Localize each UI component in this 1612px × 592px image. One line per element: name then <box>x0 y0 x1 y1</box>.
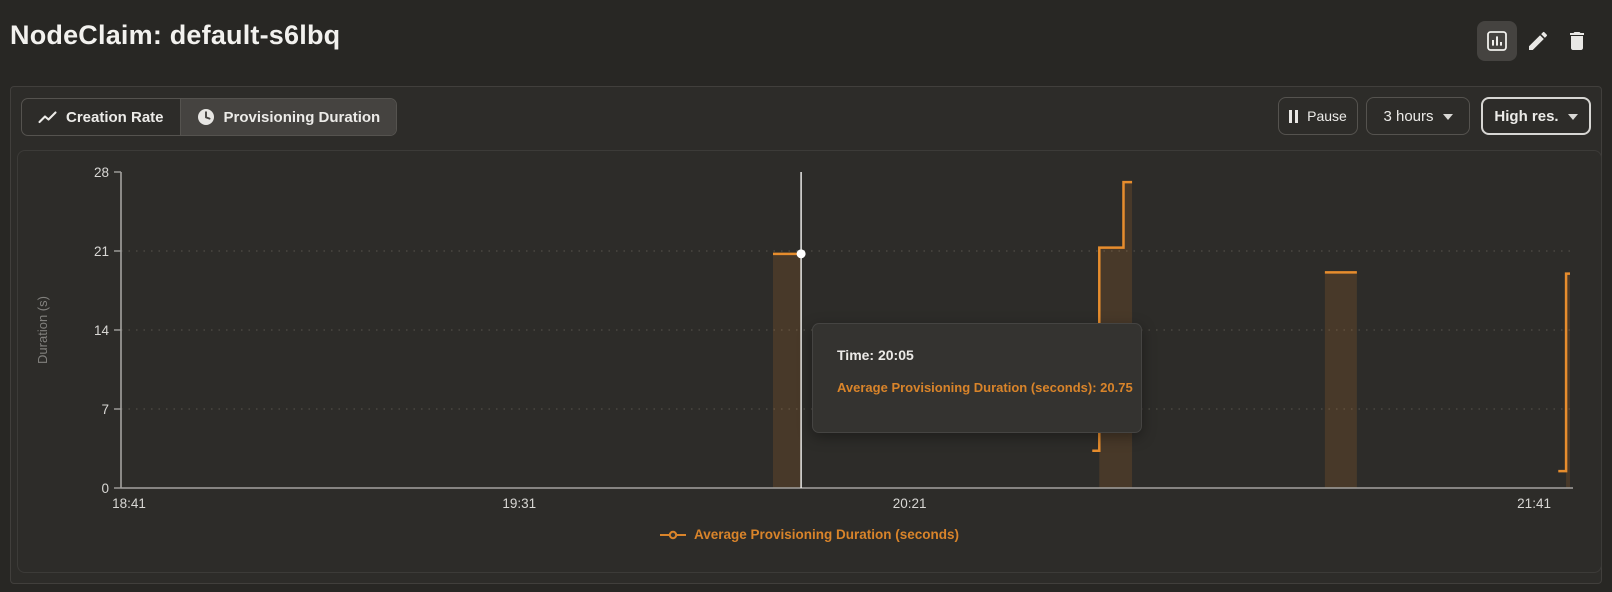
page-header: NodeClaim: default-s6lbq <box>0 0 1612 80</box>
x-tick-label: 19:31 <box>502 496 536 511</box>
chart-tabs: Creation Rate Provisioning Duration <box>21 98 398 136</box>
chart-legend[interactable]: Average Provisioning Duration (seconds) <box>18 527 1601 542</box>
y-tick-label: 0 <box>101 481 109 496</box>
tooltip-value: Average Provisioning Duration (seconds):… <box>837 380 1133 395</box>
y-tick-label: 7 <box>101 402 109 417</box>
chart-tooltip: Time: 20:05 Average Provisioning Duratio… <box>812 323 1142 433</box>
time-range-value: 3 hours <box>1383 107 1434 125</box>
tab-label: Provisioning Duration <box>223 108 381 126</box>
pause-icon <box>1289 109 1299 123</box>
series-line <box>1092 180 1133 453</box>
caret-down-icon <box>1567 114 1578 120</box>
delete-button[interactable] <box>1557 21 1597 61</box>
pencil-icon <box>1529 31 1548 50</box>
resolution-dropdown[interactable]: High res. <box>1481 97 1591 135</box>
tooltip-time: Time: 20:05 <box>837 347 914 363</box>
x-tick-label: 21:41 <box>1517 496 1551 511</box>
legend-marker-icon <box>659 530 686 539</box>
hover-point <box>796 249 806 259</box>
duration-chart: 0 7 14 21 28 18:41 19:31 20:21 21:41 Duration (s) <box>35 165 1573 511</box>
page-title: NodeClaim: default-s6lbq <box>10 20 341 50</box>
y-axis-title: Duration (s) <box>35 296 50 364</box>
pause-button[interactable]: Pause <box>1278 97 1358 135</box>
x-tick-label: 18:41 <box>112 496 146 511</box>
series-area <box>772 253 802 488</box>
chart-area[interactable]: 0 7 14 21 28 18:41 19:31 20:21 21:41 Duration (s)… <box>17 150 1602 573</box>
trash-icon <box>1570 32 1584 50</box>
legend-label: Average Provisioning Duration (seconds) <box>693 527 960 542</box>
y-tick-label: 14 <box>94 323 110 338</box>
series-area <box>1324 272 1357 488</box>
tab-provisioning-duration[interactable]: Provisioning Duration <box>179 99 397 135</box>
series-line <box>1558 272 1570 473</box>
chart-view-button[interactable] <box>1477 21 1517 61</box>
edit-button[interactable] <box>1518 21 1558 61</box>
tab-creation-rate[interactable]: Creation Rate <box>22 99 180 135</box>
pause-label: Pause <box>1307 108 1347 124</box>
trend-line-icon <box>38 111 57 124</box>
chart-panel: Creation Rate Provisioning Duration Paus… <box>10 86 1602 584</box>
bar-chart-icon <box>1487 31 1507 51</box>
caret-down-icon <box>1442 114 1453 120</box>
time-range-dropdown[interactable]: 3 hours <box>1366 97 1470 135</box>
y-tick-label: 21 <box>94 244 109 259</box>
x-tick-label: 20:21 <box>893 496 927 511</box>
clock-icon <box>197 109 214 125</box>
y-tick-label: 28 <box>94 165 109 180</box>
tab-label: Creation Rate <box>66 108 164 126</box>
resolution-value: High res. <box>1494 107 1559 125</box>
